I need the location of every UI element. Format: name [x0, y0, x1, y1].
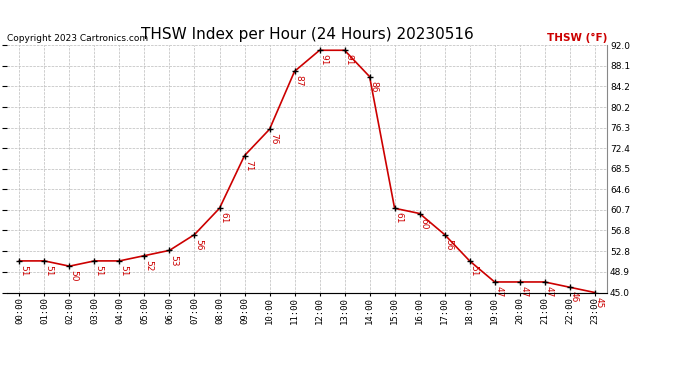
Text: THSW (°F): THSW (°F) [547, 33, 607, 42]
Text: 45: 45 [594, 297, 603, 308]
Text: 51: 51 [94, 265, 103, 277]
Text: Copyright 2023 Cartronics.com: Copyright 2023 Cartronics.com [7, 33, 148, 42]
Text: 50: 50 [69, 270, 78, 282]
Text: 51: 51 [44, 265, 53, 277]
Text: 60: 60 [420, 217, 428, 229]
Text: 51: 51 [19, 265, 28, 277]
Text: 56: 56 [444, 239, 453, 250]
Title: THSW Index per Hour (24 Hours) 20230516: THSW Index per Hour (24 Hours) 20230516 [141, 27, 473, 42]
Text: 46: 46 [569, 291, 578, 303]
Text: 47: 47 [520, 286, 529, 297]
Text: 71: 71 [244, 160, 253, 171]
Text: 91: 91 [319, 54, 328, 66]
Text: 61: 61 [394, 212, 403, 224]
Text: 61: 61 [219, 212, 228, 224]
Text: 51: 51 [469, 265, 478, 277]
Text: 51: 51 [119, 265, 128, 277]
Text: 53: 53 [169, 255, 178, 266]
Text: 47: 47 [494, 286, 503, 297]
Text: 47: 47 [544, 286, 553, 297]
Text: 87: 87 [294, 75, 303, 87]
Text: 56: 56 [194, 239, 203, 250]
Text: 76: 76 [269, 134, 278, 145]
Text: 86: 86 [369, 81, 378, 92]
Text: 91: 91 [344, 54, 353, 66]
Text: 52: 52 [144, 260, 153, 271]
